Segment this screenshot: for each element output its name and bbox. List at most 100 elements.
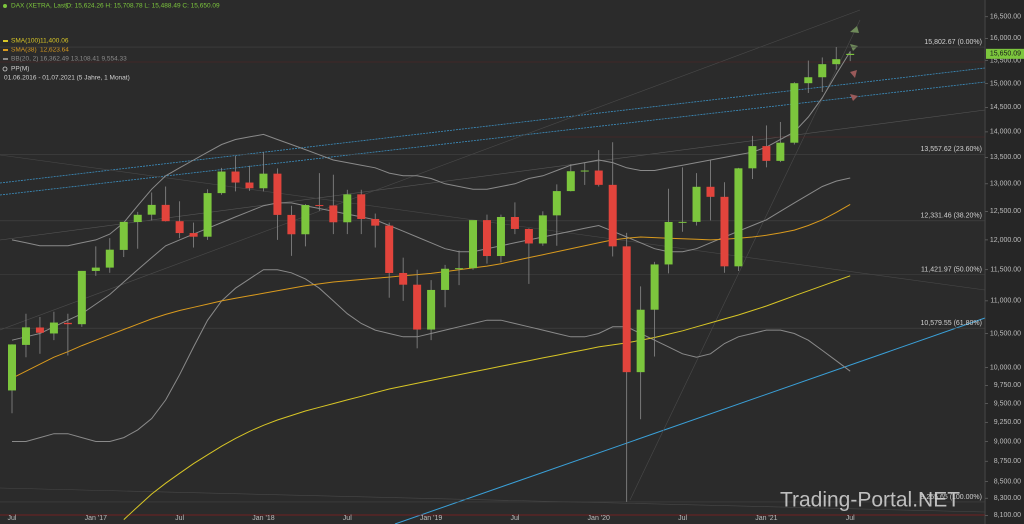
candle-body	[762, 146, 771, 161]
candle-body	[231, 171, 240, 183]
x-tick-label: Jan '18	[252, 515, 274, 522]
candle-body	[287, 214, 296, 235]
candle-body	[273, 173, 282, 215]
sma-line	[123, 275, 851, 520]
legend-name: BB(20, 2)	[11, 56, 38, 63]
fib-label: 10,579.55 (61.80%)	[921, 320, 983, 327]
candle-body	[301, 205, 310, 235]
candle-body	[147, 204, 156, 215]
fib-label: 12,331.46 (38.20%)	[921, 213, 983, 220]
candle-body	[776, 142, 785, 161]
fib-label: 13,557.62 (23.60%)	[921, 146, 983, 153]
y-tick-label: 11,500.00	[990, 267, 1021, 274]
arrow-icon	[850, 26, 859, 33]
candle-body	[818, 64, 827, 78]
candle-body	[329, 205, 338, 223]
candle-body	[748, 146, 757, 169]
y-tick-label: 12,500.00	[990, 208, 1021, 215]
y-tick-label: 8,750.00	[994, 458, 1021, 465]
ohlc-label: O: 15,624.26 H: 15,708.78 L: 15,488.49 C…	[66, 3, 220, 10]
trend-line	[0, 67, 986, 184]
legend-name: SMA(100)	[11, 38, 40, 45]
y-tick-label: 9,750.00	[994, 382, 1021, 389]
candle-body	[524, 228, 533, 244]
candle-body	[63, 322, 72, 325]
sma-line	[11, 203, 851, 379]
y-tick-label: 8,300.00	[994, 495, 1021, 502]
candle-body	[706, 186, 715, 197]
trend-line	[0, 81, 986, 196]
arrow-icon	[850, 94, 858, 101]
last-price-label: 15,650.09	[990, 51, 1021, 58]
x-tick-label: Jan '21	[755, 515, 777, 522]
legend-value: 11,400.06	[40, 38, 69, 45]
title: DAX (XETRA, Last)	[11, 3, 68, 10]
candle-body	[49, 322, 58, 334]
y-tick-label: 10,000.00	[990, 364, 1021, 371]
candle-body	[259, 173, 268, 189]
candle-body	[832, 59, 841, 65]
candle-body	[343, 194, 352, 223]
candle-body	[622, 246, 631, 373]
legend-value: 16,362.49 13,108.41 9,554.33	[40, 56, 127, 63]
candle-body	[594, 170, 603, 185]
axis-panel	[986, 0, 1024, 524]
x-tick-label: Jan '20	[588, 515, 610, 522]
arrow-icon	[850, 44, 858, 51]
fib-label: 11,421.97 (50.00%)	[921, 266, 982, 273]
trend-line	[0, 9, 861, 331]
candle-body	[21, 327, 30, 345]
candle-body	[678, 221, 687, 223]
x-tick-label: Jul	[510, 515, 519, 522]
candle-body	[734, 168, 743, 267]
candle-body	[245, 182, 254, 189]
y-tick-label: 14,000.00	[990, 129, 1021, 136]
y-tick-label: 12,000.00	[990, 237, 1021, 244]
candle-body	[455, 268, 464, 270]
candle-body	[427, 289, 436, 330]
legend-swatch	[3, 58, 8, 60]
candle-body	[650, 264, 659, 310]
y-tick-label: 9,000.00	[994, 438, 1021, 445]
x-tick-label: Jul	[175, 515, 184, 522]
x-tick-label: Jul	[8, 515, 17, 522]
candle-body	[496, 216, 505, 257]
fib-label: 8,255.65 (100.00%)	[921, 494, 983, 501]
pivot-label: PP(M)	[11, 66, 29, 73]
y-tick-label: 13,000.00	[990, 181, 1021, 188]
candle-body	[804, 77, 813, 84]
last-price-box	[986, 48, 1024, 59]
y-tick-label: 14,500.00	[990, 104, 1021, 111]
candle-body	[441, 268, 450, 290]
candle-body	[608, 184, 617, 247]
y-tick-label: 11,000.00	[990, 298, 1021, 305]
watermark: Trading-Portal.NET	[780, 489, 960, 512]
candle-body	[790, 83, 799, 143]
x-tick-label: Jan '17	[85, 515, 107, 522]
candle-body	[846, 53, 855, 55]
candle-body	[119, 221, 128, 250]
candle-body	[566, 171, 575, 192]
y-tick-label: 15,000.00	[990, 80, 1021, 87]
candle-body	[469, 220, 478, 269]
x-tick-label: Jul	[343, 515, 352, 522]
candle-body	[105, 249, 114, 268]
candle-body	[510, 216, 519, 229]
candle-body	[91, 267, 100, 271]
legend-dot	[3, 4, 7, 8]
candle-body	[77, 270, 86, 325]
y-tick-label: 9,250.00	[994, 419, 1021, 426]
candle-body	[357, 194, 366, 219]
trend-line	[629, 19, 861, 501]
candle-body	[538, 215, 547, 244]
candle-body	[8, 344, 16, 391]
y-tick-label: 9,500.00	[994, 400, 1021, 407]
candle-body	[482, 220, 491, 257]
arrow-icon	[850, 70, 857, 78]
candle-body	[161, 204, 170, 222]
trend-lines	[0, 9, 986, 524]
candle-body	[399, 272, 408, 285]
candle-body	[175, 221, 184, 234]
